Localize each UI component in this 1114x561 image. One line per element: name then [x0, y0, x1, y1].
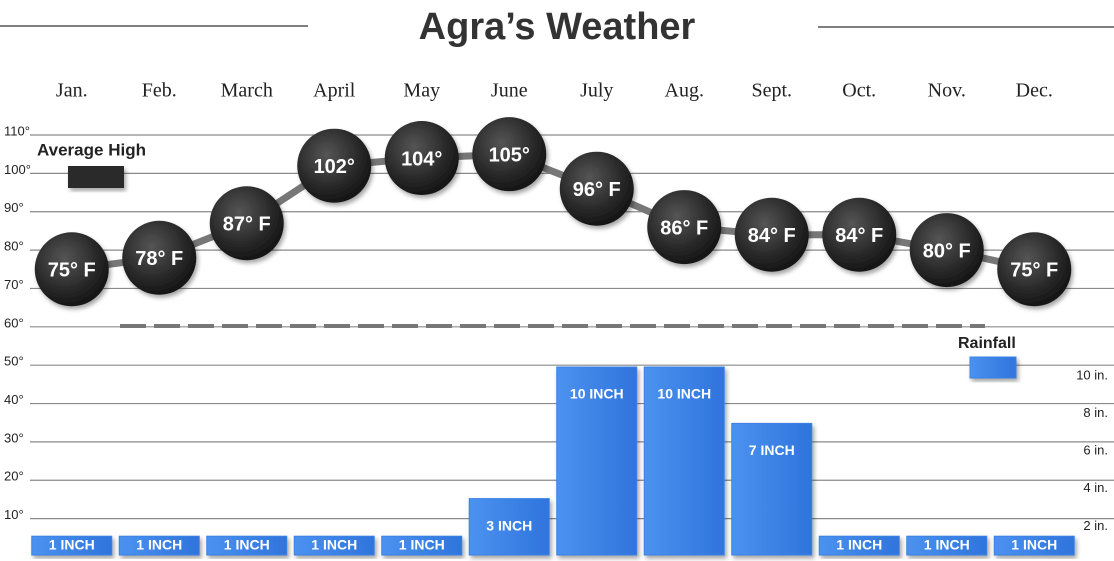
legend-swatch: [68, 166, 124, 188]
y2-tick-label: 4 in.: [1083, 480, 1108, 495]
point-value-label: 96° F: [573, 179, 621, 201]
bar-value-label: 1 INCH: [224, 536, 270, 552]
point: [384, 121, 459, 196]
bar-value-label: 1 INCH: [49, 536, 95, 552]
y-tick-label: 60°: [4, 315, 24, 330]
x-tick-label: Dec.: [1016, 80, 1053, 102]
point-value-label: 84° F: [835, 225, 883, 247]
x-tick-label: Feb.: [142, 80, 177, 102]
y-tick-label: 40°: [4, 392, 24, 407]
point-value-label: 86° F: [660, 217, 708, 239]
bar-value-label: 1 INCH: [1011, 536, 1057, 552]
legend-label: Average High: [37, 140, 146, 159]
point: [997, 232, 1072, 307]
x-tick-label: June: [491, 80, 528, 102]
bar-value-label: 10 INCH: [657, 386, 711, 402]
y2-tick-label: 2 in.: [1083, 518, 1108, 533]
x-tick-label: Oct.: [842, 80, 876, 102]
point-value-label: 84° F: [748, 225, 796, 247]
bar: [906, 535, 988, 556]
y2-tick-label: 6 in.: [1083, 443, 1108, 458]
point-value-label: 78° F: [135, 248, 183, 270]
x-tick-label: April: [313, 80, 356, 102]
point: [822, 197, 897, 272]
bar-value-label: 1 INCH: [311, 536, 357, 552]
y-tick-label: 80°: [4, 239, 24, 254]
y-tick-label: 90°: [4, 200, 24, 215]
y-tick-label: 10°: [4, 507, 24, 522]
y-tick-label: 110°: [4, 123, 30, 138]
y-tick-label: 20°: [4, 469, 24, 484]
y-tick-label: 100°: [4, 162, 31, 177]
x-tick-label: Aug.: [665, 80, 704, 102]
y-tick-label: 70°: [4, 277, 24, 292]
bar: [118, 535, 200, 556]
point: [734, 197, 809, 272]
bar: [381, 535, 463, 556]
point: [297, 128, 372, 203]
point: [472, 117, 547, 192]
point-value-label: 102°: [314, 156, 355, 178]
bar: [468, 498, 550, 556]
y2-tick-label: 8 in.: [1083, 405, 1108, 420]
y2-tick-label: 10 in.: [1076, 367, 1108, 382]
x-tick-label: Nov.: [928, 80, 966, 102]
bar-value-label: 3 INCH: [486, 517, 532, 533]
x-tick-label: July: [580, 80, 613, 102]
bar: [293, 535, 375, 556]
point-value-label: 80° F: [923, 240, 971, 262]
bar-value-label: 1 INCH: [399, 536, 445, 552]
point-value-label: 104°: [401, 148, 442, 170]
point-value-label: 75° F: [48, 260, 96, 282]
x-tick-label: Jan.: [56, 80, 88, 102]
bar: [556, 366, 638, 556]
legend-label: Rainfall: [958, 335, 1016, 352]
chart-title: Agra’s Weather: [419, 6, 696, 48]
bar: [206, 535, 288, 556]
bar-value-label: 7 INCH: [749, 442, 795, 458]
point-value-label: 87° F: [223, 214, 271, 236]
bar-value-label: 1 INCH: [924, 536, 970, 552]
bar: [731, 422, 813, 556]
point: [34, 232, 109, 307]
point: [122, 220, 197, 295]
x-tick-label: Sept.: [751, 80, 792, 102]
point: [559, 151, 634, 226]
point-value-label: 105°: [489, 144, 530, 166]
bar: [993, 535, 1075, 556]
y-tick-label: 50°: [4, 354, 24, 369]
bar: [818, 535, 900, 556]
x-tick-label: March: [221, 80, 273, 102]
x-tick-label: May: [403, 80, 440, 102]
legend-swatch: [969, 356, 1017, 379]
bar: [31, 535, 113, 556]
bar-value-label: 10 INCH: [570, 386, 624, 402]
bar-value-label: 1 INCH: [136, 536, 182, 552]
bar: [643, 366, 725, 556]
plot: 1 INCH 1 INCH 1 INCH 1 INCH 1 INCH 3 INCH 10 I…: [31, 117, 1075, 556]
point: [647, 190, 722, 265]
point: [209, 186, 284, 261]
point-value-label: 75° F: [1010, 260, 1058, 282]
bar-value-label: 1 INCH: [836, 536, 882, 552]
y-tick-label: 30°: [4, 430, 24, 445]
point: [909, 213, 984, 288]
